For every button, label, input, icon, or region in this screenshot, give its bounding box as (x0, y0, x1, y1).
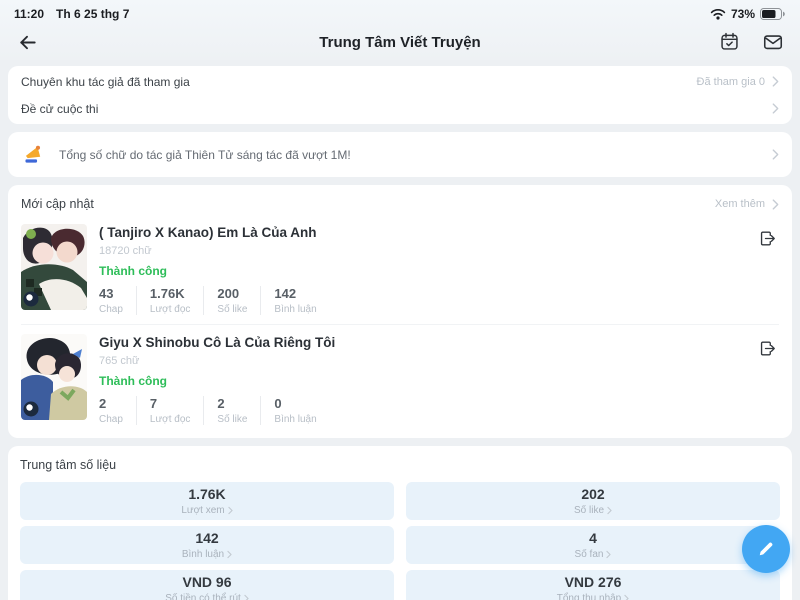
stat-tile-comments[interactable]: 142 Bình luận (20, 526, 394, 564)
chevron-right-icon (607, 506, 612, 515)
recent-updates-card: Mới cập nhật Xem thêm (8, 185, 792, 438)
story-stats: 2 Chap 7 Lượt đọc 2 Số like 0 (99, 396, 779, 425)
calendar-check-icon (719, 31, 740, 53)
see-more-link[interactable]: Xem thêm (715, 198, 779, 210)
story-stats: 43 Chap 1.76K Lượt đọc 200 Số like 142 (99, 286, 779, 315)
topbar: 11:20 Th 6 25 thg 7 73% Trung Tâm Viết T… (0, 0, 800, 60)
section-title-data-center: Trung tâm số liệu (20, 458, 117, 472)
chevron-right-icon (624, 594, 629, 600)
chevron-right-icon (772, 76, 779, 87)
story-item[interactable]: Giyu X Shinobu Cô Là Của Riêng Tôi 765 c… (21, 329, 779, 430)
export-story-button[interactable] (756, 337, 779, 360)
joined-count: Đã tham gia 0 (696, 75, 765, 88)
messages-button[interactable] (760, 29, 786, 55)
stat-comments: 142 Bình luận (260, 286, 329, 315)
status-date: Th 6 25 thg 7 (56, 7, 130, 21)
megaphone-icon (21, 142, 46, 167)
quick-link-label: Đề cử cuộc thi (21, 101, 99, 116)
main-content: Chuyên khu tác giả đã tham gia Đã tham g… (0, 66, 800, 600)
back-button[interactable] (14, 29, 41, 56)
write-fab-button[interactable] (742, 525, 790, 573)
export-icon (758, 339, 777, 358)
chevron-right-icon (244, 594, 249, 600)
story-word-count: 18720 chữ (99, 245, 152, 257)
pencil-icon (756, 539, 776, 559)
status-bar: 11:20 Th 6 25 thg 7 73% (0, 0, 800, 24)
export-story-button[interactable] (756, 227, 779, 250)
quick-link-contest-nominate[interactable]: Đề cử cuộc thi (8, 95, 792, 122)
stat-tile-likes[interactable]: 202 Số like (406, 482, 780, 520)
chevron-right-icon (228, 506, 233, 515)
status-time: 11:20 (14, 7, 45, 21)
stat-reads: 1.76K Lượt đọc (135, 286, 204, 315)
data-center-card: Trung tâm số liệu 1.76K Lượt xem 202 Số … (8, 446, 792, 600)
section-title-updates: Mới cập nhật (21, 197, 94, 211)
wifi-icon (710, 8, 726, 20)
story-word-count: 765 chữ (99, 355, 140, 367)
story-status-badge: Thành công (99, 264, 167, 278)
battery-percent: 73% (730, 7, 755, 21)
quick-link-label: Chuyên khu tác giả đã tham gia (21, 74, 190, 89)
export-icon (758, 229, 777, 248)
quick-links-card: Chuyên khu tác giả đã tham gia Đã tham g… (8, 66, 792, 124)
battery-icon (760, 8, 786, 20)
page-title: Trung Tâm Viết Truyện (319, 33, 481, 51)
stat-tile-fans[interactable]: 4 Số fan (406, 526, 780, 564)
quick-link-joined-zones[interactable]: Chuyên khu tác giả đã tham gia Đã tham g… (8, 68, 792, 95)
stat-reads: 7 Lượt đọc (135, 396, 204, 425)
checkin-calendar-button[interactable] (717, 29, 742, 55)
stat-tile-total-income[interactable]: VND 276 Tổng thu nhập (406, 570, 780, 600)
stat-likes: 2 Số like (203, 396, 260, 425)
see-more-label: Xem thêm (714, 198, 765, 210)
stat-comments: 0 Bình luận (260, 396, 329, 425)
stat-tile-views[interactable]: 1.76K Lượt xem (20, 482, 394, 520)
chevron-right-icon (772, 149, 779, 160)
announcement-text: Tổng số chữ do tác giả Thiên Tử sáng tác… (59, 147, 351, 162)
story-cover (21, 224, 87, 310)
chevron-right-icon (772, 103, 779, 114)
nav-bar: Trung Tâm Viết Truyện (0, 24, 800, 60)
divider (21, 324, 779, 325)
chevron-right-icon (227, 550, 232, 559)
back-arrow-icon (16, 31, 39, 54)
stat-likes: 200 Số like (203, 286, 260, 315)
story-cover (21, 334, 87, 420)
announcement-banner[interactable]: Tổng số chữ do tác giả Thiên Tử sáng tác… (8, 132, 792, 177)
stat-tile-withdrawable[interactable]: VND 96 Số tiền có thể rút (20, 570, 394, 600)
story-title: ( Tanjiro X Kanao) Em Là Của Anh (99, 225, 317, 240)
chevron-right-icon (772, 198, 779, 210)
stat-chapters: 43 Chap (99, 286, 123, 315)
stat-tiles-grid: 1.76K Lượt xem 202 Số like 142 Bình luận… (20, 482, 780, 600)
story-title: Giyu X Shinobu Cô Là Của Riêng Tôi (99, 335, 336, 350)
story-status-badge: Thành công (99, 374, 167, 388)
stat-chapters: 2 Chap (99, 396, 123, 425)
mail-icon (762, 31, 784, 53)
story-item[interactable]: ( Tanjiro X Kanao) Em Là Của Anh 18720 c… (21, 219, 779, 320)
chevron-right-icon (606, 550, 612, 559)
